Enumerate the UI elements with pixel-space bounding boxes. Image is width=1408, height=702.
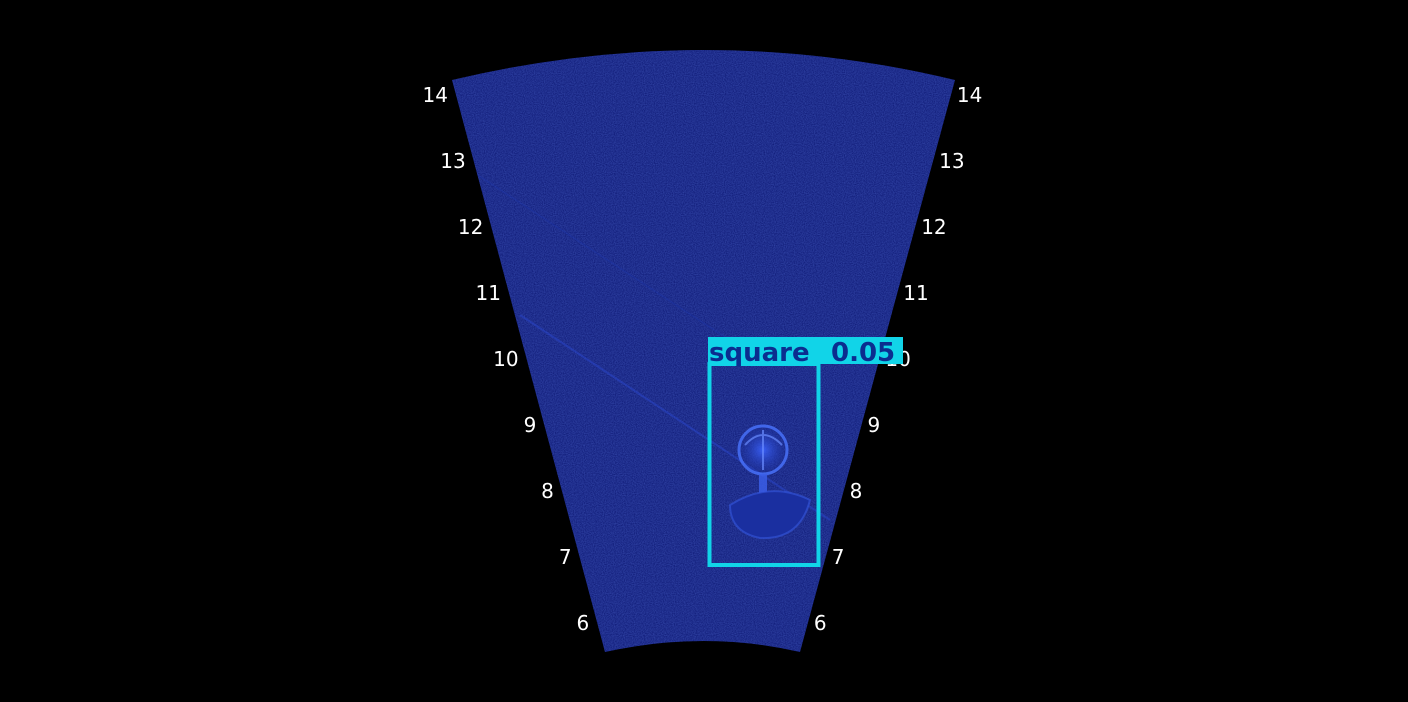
range-label-left-14: 14 bbox=[423, 83, 448, 107]
target-head-cross bbox=[744, 430, 783, 470]
detection-label-bg bbox=[708, 337, 903, 364]
range-label-left-7: 7 bbox=[559, 545, 572, 569]
range-label-right-7: 7 bbox=[832, 545, 845, 569]
detection: square 0.05 bbox=[707, 337, 903, 567]
detection-class: square bbox=[709, 338, 810, 368]
range-label-left-11: 11 bbox=[476, 281, 501, 305]
sonar-streak bbox=[519, 314, 831, 521]
range-label-right-12: 12 bbox=[921, 215, 946, 239]
range-label-left-13: 13 bbox=[440, 149, 465, 173]
range-label-left-8: 8 bbox=[541, 479, 554, 503]
range-label-right-6: 6 bbox=[814, 611, 827, 635]
target-base bbox=[728, 490, 812, 540]
sonar-target bbox=[728, 424, 812, 540]
detection-confidence: 0.05 bbox=[831, 338, 895, 368]
range-labels-left: 14 13 12 11 10 9 8 7 6 bbox=[423, 83, 590, 635]
range-label-left-9: 9 bbox=[524, 413, 537, 437]
range-label-right-14: 14 bbox=[957, 83, 982, 107]
sonar-streak-faint bbox=[469, 169, 761, 361]
range-label-left-10: 10 bbox=[493, 347, 518, 371]
range-label-right-13: 13 bbox=[939, 149, 964, 173]
target-stem bbox=[759, 474, 767, 496]
range-label-right-9: 9 bbox=[868, 413, 881, 437]
range-label-left-12: 12 bbox=[458, 215, 483, 239]
range-label-right-11: 11 bbox=[903, 281, 928, 305]
range-label-right-8: 8 bbox=[850, 479, 863, 503]
range-label-left-6: 6 bbox=[576, 611, 589, 635]
